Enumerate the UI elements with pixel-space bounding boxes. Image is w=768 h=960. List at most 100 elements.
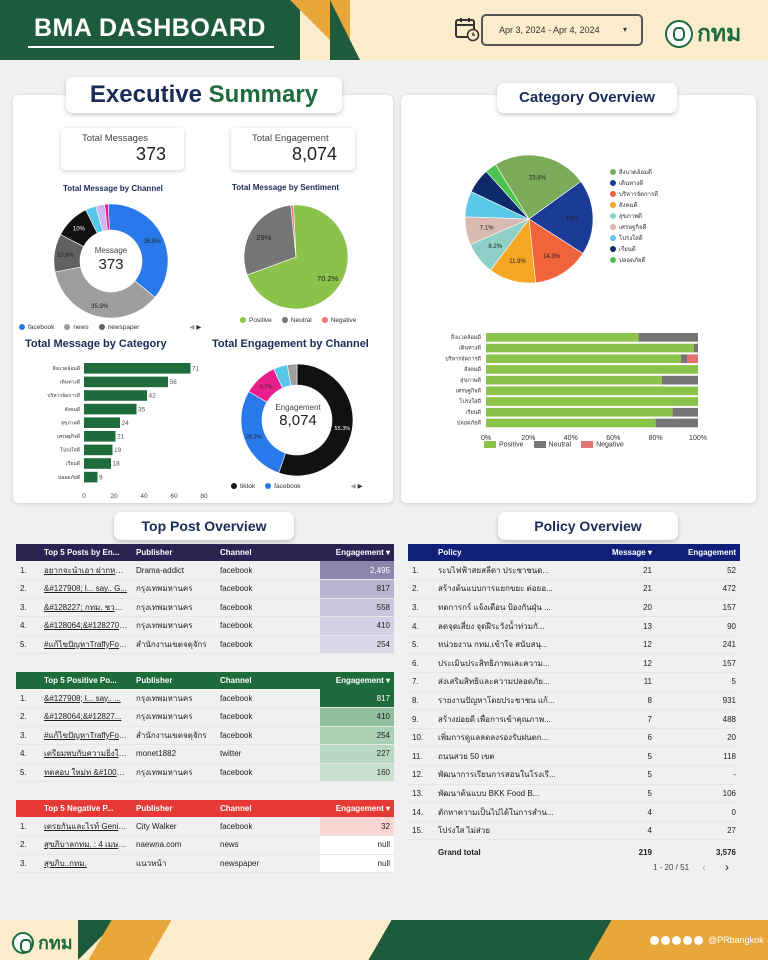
slice-label: 10%: [73, 227, 86, 233]
table-row[interactable]: 3. &#128227; กทม. ชวนร่ว... กรุงเทพมหานคร f…: [16, 598, 394, 617]
table-row[interactable]: 3. ทดการกร์ แจ้งเตือน ป้องกันฝุ่น ... 20 15…: [408, 598, 740, 618]
youtube-icon[interactable]: [683, 935, 692, 945]
table-row[interactable]: 1. เตรยกันและไรท์ Genius a... City Walker f…: [16, 817, 394, 836]
twitter-icon[interactable]: [661, 935, 670, 945]
table-cell: 2,495: [320, 561, 394, 580]
table-header-row: Top 5 Positive Po... Publisher Channel Enga…: [16, 672, 394, 689]
legend-item: สังคมดี: [610, 201, 658, 212]
table-row[interactable]: 2. &#127908; l... say.. G... กรุงเทพมหานคร…: [16, 579, 394, 599]
table-row[interactable]: 4. &#128064;&#128270;... กรุงเทพมหานคร face…: [16, 616, 394, 636]
table-cell[interactable]: &#127908; l... say.. ...: [40, 689, 132, 708]
table-cell[interactable]: #แก้ไขปัญหาTraffyFond...: [40, 635, 132, 654]
column-header[interactable]: Policy: [434, 544, 570, 561]
table-cell[interactable]: เตรยกันและไรท์ Genius a...: [40, 817, 132, 836]
column-header[interactable]: Engagement ▾: [320, 544, 394, 561]
table-cell[interactable]: สุขภิบาลกทม. : 4 เมษายน 2...: [40, 835, 132, 855]
table-row[interactable]: 3. สุขภิบ..กทม. แนวหน้า newspaper null: [16, 854, 394, 873]
table-row[interactable]: 12. พัฒนาการเรียนการสอนในโรงเรี... 5-: [408, 765, 740, 785]
table-row[interactable]: 7. ส่งเสริมสิทธิและความปลอดภัย... 11 5: [408, 672, 740, 692]
table-row[interactable]: 8. รายงานปัญหาโดยประชาชน แก้... 8 931: [408, 691, 740, 711]
table-row[interactable]: 2. &#128064;&#12827... กรุงเทพมหานคร facebo…: [16, 707, 394, 727]
table-row[interactable]: 5. หน่วยงาน กทม.เข้าใจ สนับสนุ... 12 241: [408, 635, 740, 655]
table-cell: 4.: [408, 616, 434, 636]
column-header[interactable]: Top 5 Posts by En...: [40, 544, 132, 561]
table-cell: facebook: [216, 579, 320, 599]
category-tick-label: สิ่งแวดล้อมดี: [53, 365, 80, 372]
table-row[interactable]: 1.อยากจะนำเอา ฝากหน่วยงาน...Drama-addict…: [16, 561, 394, 580]
table-row[interactable]: 5. #แก้ไขปัญหาTraffyFond... สำนักงานเขตจตุ…: [16, 635, 394, 654]
table-cell: พัฒนาการเรียนการสอนในโรงเรี...: [434, 765, 570, 785]
table-row[interactable]: 15. โปร่งใส ไม่ส่วย 4 27: [408, 821, 740, 841]
table-cell: news: [216, 835, 320, 855]
table-cell: 3.: [16, 726, 40, 745]
column-header[interactable]: Message ▾: [570, 544, 656, 561]
table-cell: ตักหาความเป็นไปได้ในการสำน...: [434, 802, 570, 822]
table-cell[interactable]: &#128227; กทม. ชวนร่ว...: [40, 598, 132, 617]
table-cell: 10.: [408, 728, 434, 748]
date-range-value: Apr 3, 2024 - Apr 4, 2024: [499, 25, 600, 35]
table-cell[interactable]: ทดสอบ ใหม่ท &#10060...: [40, 763, 132, 782]
table-row[interactable]: 14. ตักหาความเป็นไปได้ในการสำน... 4 0: [408, 802, 740, 822]
legend-prev-icon[interactable]: ◀: [350, 483, 356, 490]
table-row[interactable]: 4. เตรียมพบกับความยิ่งใหญ่... monet1882 twi…: [16, 744, 394, 764]
table-cell: 2.: [16, 835, 40, 855]
line-icon[interactable]: [694, 935, 703, 945]
table-cell[interactable]: #แก้ไขปัญหาTraffyFon...: [40, 726, 132, 745]
table-cell: naewna.com: [132, 835, 216, 855]
table-row[interactable]: 13. พัฒนาต้นแบบ BKK Food B... 5 106: [408, 784, 740, 804]
column-header[interactable]: Channel: [216, 544, 320, 561]
table-row[interactable]: 2. สร้างต้นแบบการแยกขยะ ต่อยอ... 21 472: [408, 579, 740, 599]
table-row[interactable]: 1. ระบไฟฟ้าสยสลีดา ประชาชนด... 21 52: [408, 561, 740, 581]
column-header[interactable]: Top 5 Positive Po...: [40, 672, 132, 689]
table-cell[interactable]: &#128064;&#128270;...: [40, 616, 132, 636]
category-tick-label: เดินทางดี: [459, 345, 482, 352]
column-header[interactable]: Engagement ▾: [320, 800, 394, 817]
table-row[interactable]: 9. สร้างย่อยดี เพื่อการเข้าคุณภาพ... 7 488: [408, 709, 740, 729]
slice-label: 7.1%: [480, 226, 494, 232]
table-cell: facebook: [216, 616, 320, 636]
table-row[interactable]: 2.สุขภิบาลกทม. : 4 เมษายน 2...naewna.com…: [16, 835, 394, 855]
legend-newspaper: newspaper: [98, 324, 139, 331]
legend-next-icon[interactable]: ▶: [357, 483, 363, 490]
engagement-center-value: 8,074: [279, 412, 317, 429]
table-row[interactable]: 6. ประเมินประสิทธิภาพและความ... 12 157: [408, 653, 740, 674]
table-row[interactable]: 1. &#127908; l... say.. ... กรุงเทพมหานคร f…: [16, 689, 394, 708]
slice-Neutral: [243, 204, 297, 276]
column-header[interactable]: Publisher: [132, 672, 216, 689]
table-cell: 410: [320, 616, 394, 636]
legend-next-icon[interactable]: ▶: [196, 324, 202, 331]
category-bar: [84, 471, 98, 483]
table-row[interactable]: 4. ลดจุดเสี่ยง จุดฝีระวังน้ำท่วมกั... 13 90: [408, 616, 740, 636]
table-row[interactable]: 10. เพิ่มการดูแลลดลงรองรับฝนตก... 6 20: [408, 728, 740, 748]
legend-item: เรียนดี: [610, 245, 658, 256]
table-cell: 5.: [16, 763, 40, 782]
legend-prev-icon[interactable]: ◀: [189, 324, 195, 331]
prev-page-icon[interactable]: ‹: [702, 860, 706, 874]
table-cell[interactable]: อยากจะนำเอา ฝากหน่วยงาน...: [40, 561, 132, 580]
facebook-icon[interactable]: [650, 935, 659, 945]
column-header[interactable]: Channel: [216, 800, 320, 817]
table-cell: 13.: [408, 784, 434, 804]
table-cell: newspaper: [216, 854, 320, 873]
instagram-icon[interactable]: [672, 935, 681, 945]
next-page-icon[interactable]: ›: [725, 860, 729, 874]
table-row[interactable]: 5. ทดสอบ ใหม่ท &#10060... กรุงเทพมหานคร fac…: [16, 763, 394, 782]
table-row[interactable]: 11. ถนนสวย 50 เขต 5 118: [408, 746, 740, 767]
date-range-picker[interactable]: Apr 3, 2024 - Apr 4, 2024 ▾: [481, 14, 643, 46]
calendar-icon[interactable]: [454, 16, 480, 42]
column-header[interactable]: Top 5 Negative P...: [40, 800, 132, 817]
table-cell[interactable]: &#128064;&#12827...: [40, 707, 132, 727]
column-header[interactable]: Publisher: [132, 800, 216, 817]
table-cell[interactable]: เตรียมพบกับความยิ่งใหญ่...: [40, 744, 132, 764]
column-header[interactable]: Engagement ▾: [320, 672, 394, 689]
table-row[interactable]: 3. #แก้ไขปัญหาTraffyFon... สำนักงานเขตจตุจ…: [16, 726, 394, 745]
column-header[interactable]: Engagement: [656, 544, 740, 561]
column-header[interactable]: Publisher: [132, 544, 216, 561]
column-header[interactable]: Channel: [216, 672, 320, 689]
table-cell: ส่งเสริมสิทธิและความปลอดภัย...: [434, 672, 570, 692]
table-cell: Drama-addict: [132, 561, 216, 580]
table-cell[interactable]: &#127908; l... say.. G...: [40, 579, 132, 599]
table-cell: กรุงเทพมหานคร: [132, 689, 216, 708]
x-tick-label: 80%: [649, 435, 663, 442]
table-cell[interactable]: สุขภิบ..กทม.: [40, 854, 132, 873]
